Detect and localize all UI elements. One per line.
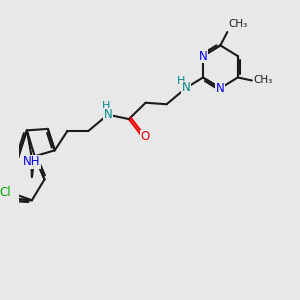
Text: CH₃: CH₃	[253, 76, 272, 85]
Text: N: N	[103, 108, 112, 121]
Text: N: N	[216, 82, 225, 95]
Text: H: H	[177, 76, 185, 86]
Text: NH: NH	[23, 155, 40, 168]
Text: Cl: Cl	[0, 186, 11, 199]
Text: O: O	[140, 130, 149, 143]
Text: CH₃: CH₃	[229, 19, 248, 29]
Text: H: H	[102, 101, 111, 111]
Text: N: N	[182, 81, 190, 94]
Text: N: N	[199, 50, 207, 63]
